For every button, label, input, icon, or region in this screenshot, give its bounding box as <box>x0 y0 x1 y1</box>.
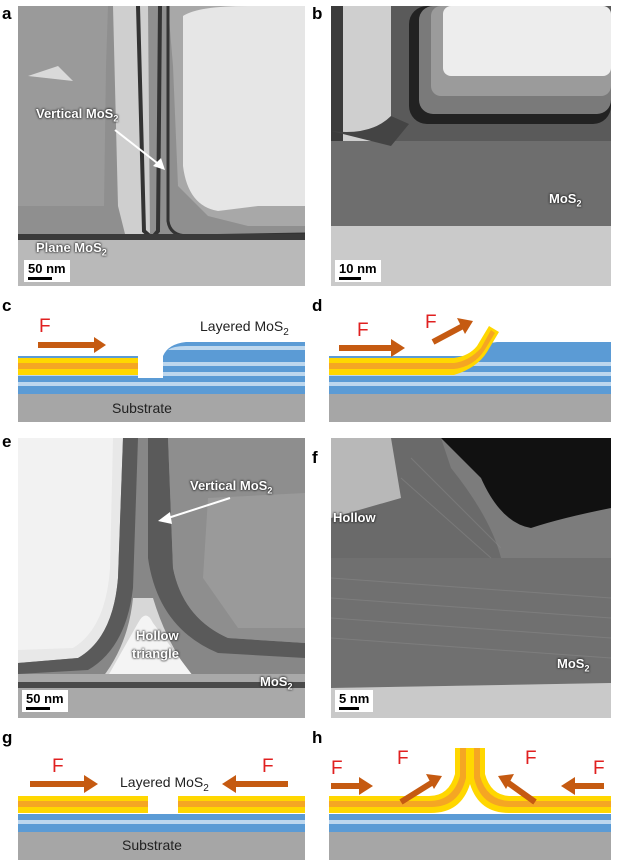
force-label-g-right: F <box>262 756 274 777</box>
label-plane-mos2-a: Plane MoS2 <box>36 240 107 258</box>
force-label-g-left: F <box>52 756 64 777</box>
panel-letter-c: c <box>2 296 12 315</box>
tem-image-b: MoS2 10 nm <box>331 6 611 286</box>
schematic-h: F F F F <box>329 744 611 860</box>
label-mos2-b: MoS2 <box>549 191 582 209</box>
schematic-d: F F <box>329 312 611 422</box>
force-label-h-4: F <box>593 758 605 779</box>
scale-bar-f: 5 nm <box>335 690 374 712</box>
schematic-g: F F Layered MoS2 Substrate <box>18 744 305 860</box>
force-label-d-2: F <box>425 312 437 333</box>
scale-bar-b: 10 nm <box>335 260 381 282</box>
tem-image-f: Hollow MoS2 5 nm <box>331 438 611 718</box>
label-hollow-f: Hollow <box>333 510 376 525</box>
panel-letter-h: h <box>312 728 323 747</box>
label-triangle-e: triangle <box>132 646 179 661</box>
panel-letter-f: f <box>312 448 318 467</box>
panel-letter-g: g <box>2 728 13 747</box>
substrate-label-g: Substrate <box>122 837 182 853</box>
panel-letter-a: a <box>2 4 12 23</box>
force-label-h-1: F <box>331 758 343 779</box>
force-label-d-1: F <box>357 320 369 341</box>
tem-image-e: Vertical MoS2 Hollow triangle MoS2 50 nm <box>18 438 305 718</box>
force-label-h-3: F <box>525 748 537 769</box>
force-label-c: F <box>39 316 51 337</box>
panel-letter-d: d <box>312 296 323 315</box>
label-hollow-e: Hollow <box>136 628 179 643</box>
substrate-label-c: Substrate <box>112 400 172 416</box>
panel-letter-b: b <box>312 4 323 23</box>
scale-bar-e: 50 nm <box>22 690 68 712</box>
layered-mos2-label-c: Layered MoS2 <box>200 318 289 338</box>
panel-letter-e: e <box>2 432 12 451</box>
label-vertical-mos2-e: Vertical MoS2 <box>190 478 273 496</box>
label-mos2-e: MoS2 <box>260 674 293 692</box>
label-mos2-f: MoS2 <box>557 656 590 674</box>
label-vertical-mos2-a: Vertical MoS2 <box>36 106 119 124</box>
layered-mos2-label-g: Layered MoS2 <box>120 774 209 794</box>
scale-bar-a: 50 nm <box>24 260 70 282</box>
schematic-c: F Layered MoS2 Substrate <box>18 312 305 422</box>
tem-image-a: Vertical MoS2 Plane MoS2 50 nm <box>18 6 305 286</box>
force-label-h-2: F <box>397 748 409 769</box>
